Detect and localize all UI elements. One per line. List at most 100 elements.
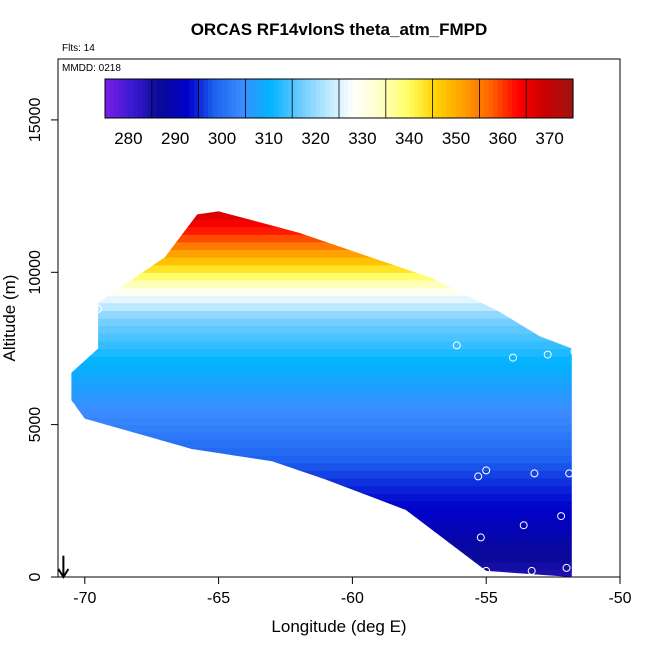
colorbar-segment	[189, 79, 195, 118]
colorbar-segment	[208, 79, 214, 118]
colorbar-segment	[217, 79, 223, 118]
colorbar	[104, 78, 574, 119]
colorbar-segment	[474, 79, 480, 118]
colorbar-segment	[119, 79, 125, 118]
colorbar-segment	[287, 79, 293, 118]
colorbar-segment	[451, 79, 457, 118]
colorbar-segment	[385, 79, 392, 118]
colorbar-segment	[184, 79, 190, 118]
theta-band	[71, 417, 572, 426]
colorbar-frame	[104, 78, 574, 119]
theta-band	[71, 531, 572, 540]
theta-band	[71, 279, 572, 289]
direction-arrow	[57, 555, 70, 579]
flight-point	[543, 350, 552, 359]
colorbar-segment	[381, 79, 387, 118]
colorbar-segment	[170, 79, 176, 118]
colorbar-segment	[362, 79, 368, 118]
flight-point	[474, 472, 483, 481]
theta-band	[71, 432, 572, 441]
theta-band	[71, 295, 572, 304]
colorbar-segment	[488, 79, 495, 118]
colorbar-tick-label: 330	[348, 129, 376, 148]
colorbar-segment	[245, 79, 251, 118]
theta-band	[71, 523, 572, 532]
theta-band	[71, 546, 572, 555]
theta-band	[71, 508, 572, 517]
colorbar-segment	[147, 79, 153, 118]
colorbar-segment	[315, 79, 321, 118]
flight-point	[509, 353, 517, 362]
theta-band	[71, 264, 572, 273]
y-tick-label: 0	[27, 572, 44, 581]
x-axis-label: Longitude (deg E)	[271, 617, 406, 636]
colorbar-tick-label: 360	[489, 129, 517, 148]
colorbar-segment	[498, 79, 504, 118]
colorbar-segment	[259, 79, 265, 118]
colorbar-segment	[423, 79, 429, 118]
theta-band	[71, 257, 572, 266]
colorbar-segment	[465, 79, 471, 118]
colorbar-segment	[325, 79, 331, 118]
colorbar-segment	[193, 79, 200, 118]
x-tick-label: -70	[73, 590, 96, 607]
theta-band	[71, 302, 572, 311]
colorbar-tick-label: 340	[395, 129, 423, 148]
colorbar-segment	[301, 79, 307, 118]
colorbar-segment	[502, 79, 509, 118]
colorbar-segment	[512, 79, 518, 118]
theta-band	[58, 196, 620, 204]
theta-field	[58, 196, 620, 577]
colorbar-segment	[203, 79, 209, 118]
colorbar-segment	[427, 79, 434, 118]
colorbar-segment	[404, 79, 410, 118]
theta-band	[71, 219, 572, 228]
flight-point	[557, 512, 566, 521]
arrow-head	[57, 568, 70, 579]
theta-band	[71, 340, 572, 350]
theta-band	[71, 538, 572, 548]
colorbar-segment	[470, 79, 476, 118]
colorbar-tick-label: 350	[442, 129, 470, 148]
flight-point	[530, 469, 539, 478]
colorbar-segment	[353, 79, 359, 118]
x-tick-label: -65	[207, 590, 230, 607]
colorbar-segment	[418, 79, 424, 118]
colorbar-segment	[123, 79, 129, 118]
theta-band	[71, 478, 572, 487]
colorbar-tick-label: 310	[255, 129, 283, 148]
colorbar-segment	[526, 79, 532, 118]
x-tick-label: -60	[341, 590, 364, 607]
theta-band	[71, 234, 572, 243]
flight-point	[565, 469, 574, 478]
colorbar-segment	[334, 79, 340, 118]
colorbar-segment	[264, 79, 270, 118]
theta-band	[71, 447, 572, 456]
plot-frame	[57, 58, 621, 578]
colorbar-segment	[568, 79, 574, 118]
colorbar-segment	[282, 79, 289, 118]
colorbar-segment	[399, 79, 406, 118]
colorbar-segment	[156, 79, 162, 118]
y-tick-label: 10000	[27, 250, 44, 295]
colorbar-segment	[348, 79, 354, 118]
flight-point	[482, 566, 491, 575]
colorbar-segment	[114, 79, 120, 118]
colorbar-segment	[521, 79, 527, 118]
colorbar-segment	[128, 79, 134, 118]
x-tick-label: -50	[608, 590, 631, 607]
theta-band	[71, 325, 572, 334]
colorbar-tick-label: 320	[301, 129, 329, 148]
colorbar-segment	[306, 79, 312, 118]
colorbar-segment	[484, 79, 490, 118]
colorbar-segment	[231, 79, 237, 118]
colorbar-segment	[507, 79, 513, 118]
theta-band	[71, 401, 572, 410]
colorbar-segment	[109, 79, 115, 118]
colorbar-segment	[212, 79, 218, 118]
colorbar-tick-label: 280	[114, 129, 142, 148]
theta-band	[71, 371, 572, 380]
flight-point	[527, 566, 536, 575]
colorbar-segment	[479, 79, 485, 118]
colorbar-segment	[320, 79, 326, 118]
